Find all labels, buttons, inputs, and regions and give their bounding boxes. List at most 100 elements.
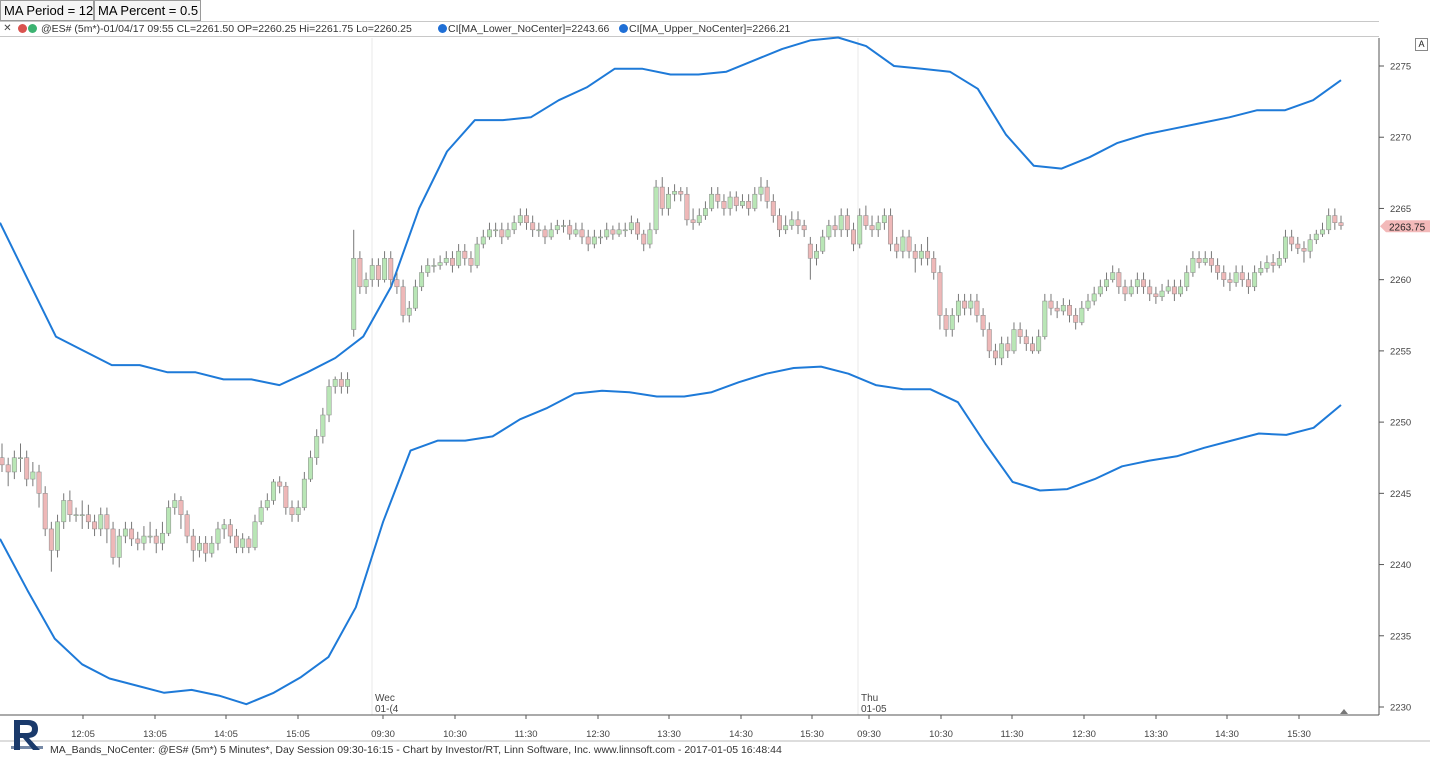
- down-candle: [184, 514, 190, 537]
- session-date-label: 01-05: [861, 704, 887, 715]
- up-candle: [758, 186, 764, 195]
- up-candle: [789, 219, 795, 226]
- up-candle: [616, 229, 622, 235]
- down-candle: [178, 500, 184, 515]
- down-candle: [894, 243, 900, 252]
- down-candle-dot-icon: [18, 24, 27, 33]
- down-candle: [801, 225, 807, 231]
- down-candle: [1005, 343, 1011, 352]
- up-candle: [814, 250, 819, 259]
- up-candle: [1307, 239, 1313, 252]
- up-candle: [647, 229, 653, 245]
- up-candle: [1276, 258, 1282, 266]
- up-candle: [1159, 290, 1165, 298]
- candle-layer: [0, 177, 1344, 572]
- price-tick-label: 2245: [1390, 489, 1411, 500]
- down-candle: [524, 215, 529, 223]
- time-tick-label: 13:30: [1144, 729, 1168, 740]
- up-candle: [665, 193, 671, 209]
- time-tick-label: 10:30: [929, 729, 953, 740]
- down-candle: [912, 250, 918, 259]
- down-candle: [499, 229, 505, 238]
- close-icon[interactable]: ✕: [3, 23, 12, 34]
- last-price-marker: [1380, 220, 1430, 233]
- down-candle: [1048, 300, 1054, 309]
- ma-period-param[interactable]: MA Period = 12: [0, 0, 94, 21]
- down-candle: [1301, 248, 1307, 252]
- session-day-label: Thu: [861, 693, 878, 704]
- up-candle: [345, 379, 350, 387]
- up-candle: [604, 229, 610, 238]
- up-candle: [857, 215, 863, 245]
- down-candle: [0, 457, 5, 466]
- up-candle: [456, 250, 462, 266]
- down-candle: [1147, 286, 1153, 295]
- grid-layer: [371, 38, 859, 715]
- price-tick-label: 2275: [1390, 62, 1411, 73]
- up-candle: [752, 193, 758, 209]
- up-candle: [918, 250, 924, 259]
- down-candle: [1289, 236, 1295, 245]
- down-candle: [690, 219, 696, 223]
- up-candle: [314, 436, 320, 458]
- up-candle: [1091, 293, 1097, 302]
- down-candle: [684, 193, 690, 221]
- up-candle: [517, 215, 523, 223]
- time-tick-label: 15:30: [1287, 729, 1311, 740]
- up-candle: [301, 478, 307, 508]
- down-candle: [104, 514, 110, 530]
- up-candle: [554, 225, 560, 231]
- up-candle: [900, 236, 906, 252]
- time-tick-label: 14:05: [214, 729, 238, 740]
- lower-band-line: [0, 365, 1342, 706]
- up-candle: [875, 222, 881, 231]
- down-candle: [641, 233, 647, 245]
- down-candle: [85, 514, 91, 523]
- up-candle: [1011, 329, 1017, 352]
- down-candle: [92, 521, 98, 530]
- down-candle: [283, 485, 289, 508]
- up-candle: [240, 538, 246, 548]
- down-candle: [906, 236, 912, 252]
- up-candle: [55, 521, 60, 551]
- down-candle: [542, 229, 548, 238]
- down-candle: [844, 215, 850, 231]
- up-candle: [122, 528, 128, 537]
- autoscale-button[interactable]: A: [1415, 38, 1428, 51]
- down-candle: [1239, 272, 1245, 280]
- symbol-info-text: @ES# (5m*)-01/04/17 09:55 CL=2261.50 OP=…: [41, 23, 412, 35]
- band-layer: [0, 36, 1342, 706]
- ma-percent-param[interactable]: MA Percent = 0.5: [94, 0, 201, 21]
- up-candle: [783, 225, 789, 231]
- down-candle: [943, 315, 949, 330]
- time-tick-label: 09:30: [371, 729, 395, 740]
- session-date-label: 01-(4: [375, 704, 399, 715]
- down-candle: [733, 196, 739, 206]
- time-tick-label: 13:05: [143, 729, 167, 740]
- up-candle: [11, 457, 17, 473]
- up-candle: [30, 471, 36, 480]
- down-candle: [234, 535, 239, 548]
- time-tick-label: 14:30: [729, 729, 753, 740]
- down-candle: [129, 528, 135, 540]
- down-candle: [986, 329, 992, 352]
- down-candle: [678, 191, 684, 195]
- down-candle: [289, 507, 295, 515]
- upper-band-info-text: CI[MA_Upper_NoCenter]=2266.21: [629, 23, 791, 35]
- price-tick-label: 2270: [1390, 133, 1411, 144]
- up-candle: [1178, 286, 1184, 295]
- up-candle: [252, 521, 258, 548]
- down-candle: [1332, 215, 1338, 223]
- up-candle: [209, 542, 215, 554]
- down-candle: [449, 258, 455, 266]
- down-candle: [962, 300, 968, 309]
- up-candle: [709, 193, 715, 209]
- up-candle: [197, 542, 202, 551]
- price-tick-label: 2240: [1390, 560, 1411, 571]
- time-tick-label: 11:30: [514, 729, 537, 740]
- up-candle: [999, 343, 1005, 359]
- up-candle: [221, 524, 227, 530]
- down-candle: [888, 215, 894, 245]
- up-candle: [1326, 215, 1332, 231]
